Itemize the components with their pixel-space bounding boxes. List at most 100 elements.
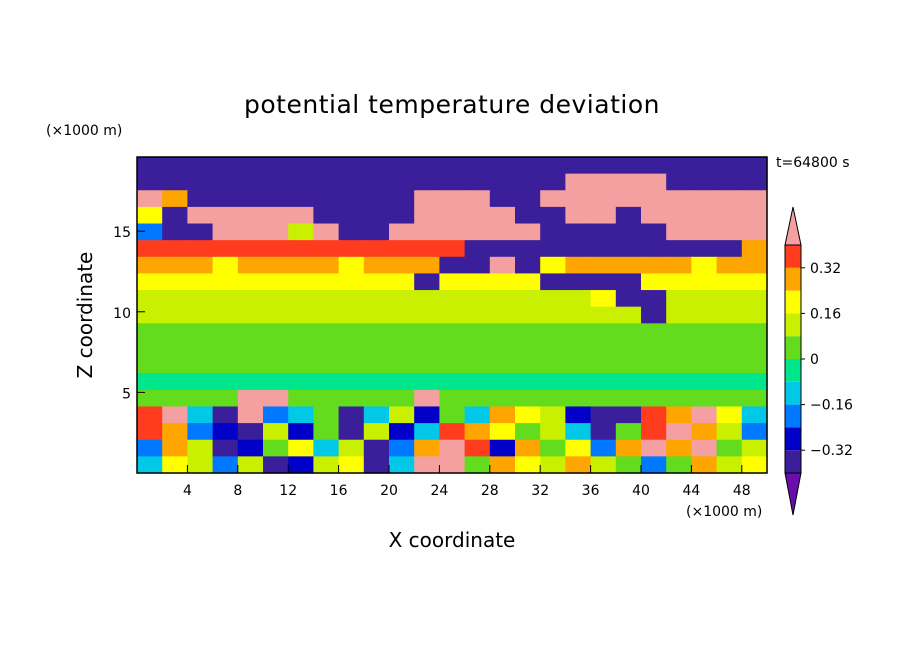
field-cell [641,339,667,358]
field-cell [187,373,214,391]
field-cell [666,373,692,391]
field-cell [666,273,692,291]
colorbar-label: 0.32 [810,261,841,277]
field-cell [464,273,491,291]
field-cell [691,273,718,291]
field-cell [540,223,566,241]
field-cell [489,223,516,241]
x-tick-label: 32 [531,483,549,499]
field-cell [263,173,289,191]
field-cell [288,190,314,208]
field-cell [515,439,541,457]
field-cell [162,339,188,358]
x-tick-label: 44 [682,483,700,499]
field-cell [414,157,440,175]
field-cell [263,456,289,474]
x-axis-unit: (×1000 m) [686,504,762,520]
field-cell [363,323,390,341]
field-cell [540,323,566,341]
x-tick-label: 8 [233,483,242,499]
field-cell [263,323,289,341]
field-cell [338,389,365,408]
field-cell [237,323,264,341]
field-cell [263,240,289,258]
field-cell [741,439,768,457]
field-cell [263,273,289,291]
field-cell [540,306,566,324]
field-cell [464,223,491,241]
field-cell [691,306,718,324]
field-cell [212,356,239,374]
field-cell [691,223,718,241]
field-cell [489,290,516,308]
field-cell [212,323,239,341]
field-cell [590,240,617,258]
field-cell [237,290,264,308]
field-cell [389,356,415,374]
field-cell [338,306,365,324]
field-cell [565,373,592,391]
field-cell [641,206,667,225]
field-cell [137,373,163,391]
field-cell [691,406,718,424]
field-cell [666,423,692,441]
field-cell [464,206,491,225]
field-cell [187,339,214,358]
field-cell [187,389,214,408]
field-cell [464,423,491,441]
field-cell [137,290,163,308]
field-cell [565,206,592,225]
field-cell [691,356,718,374]
field-cell [439,323,466,341]
field-cell [741,256,768,275]
field-cell [363,306,390,324]
field-cell [313,389,340,408]
field-cell [212,240,239,258]
field-cell [515,206,541,225]
field-cell [237,456,264,474]
field-cell [162,423,188,441]
field-cell [338,240,365,258]
field-cell [540,356,566,374]
field-cell [716,423,743,441]
field-cell [338,406,365,424]
field-cell [313,173,340,191]
field-cell [691,190,718,208]
field-cell [666,173,692,191]
field-cell [565,256,592,275]
field-cell [237,306,264,324]
field-cell [162,389,188,408]
field-cell [716,373,743,391]
field-cell [414,439,440,457]
field-cell [615,323,642,341]
field-cell [187,406,214,424]
field-cell [212,173,239,191]
field-cell [137,273,163,291]
field-cell [162,223,188,241]
colorbar-segment [785,427,801,451]
field-cell [162,157,188,175]
field-cell [338,323,365,341]
field-cell [464,356,491,374]
field-cell [212,389,239,408]
field-cell [615,339,642,358]
field-cell [515,406,541,424]
field-cell [666,406,692,424]
field-cell [716,306,743,324]
field-cell [489,389,516,408]
field-cell [741,206,768,225]
field-cell [439,240,466,258]
field-cell [288,223,314,241]
field-cell [363,373,390,391]
field-cell [439,356,466,374]
field-cell [515,223,541,241]
field-cell [464,157,491,175]
field-cell [590,190,617,208]
field-cell [515,290,541,308]
field-cell [641,240,667,258]
field-cell [641,173,667,191]
field-cell [313,206,340,225]
field-cell [565,339,592,358]
field-cell [439,339,466,358]
field-cell [666,223,692,241]
